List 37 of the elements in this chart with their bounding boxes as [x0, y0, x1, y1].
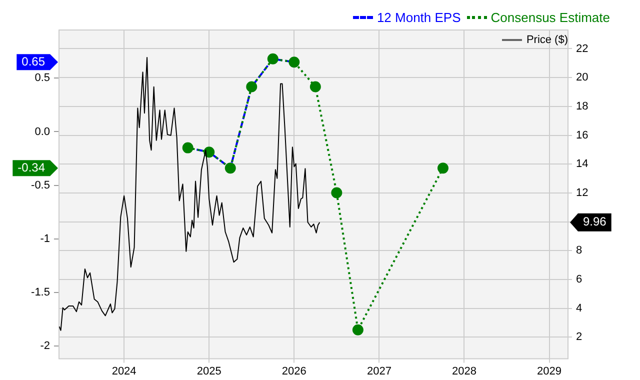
x-tick-label: 2024	[112, 365, 136, 378]
y2-tick-label: 4	[576, 302, 582, 314]
point	[267, 53, 278, 64]
legend-label: 12 Month EPS	[376, 10, 461, 25]
point	[246, 81, 258, 92]
y2-tick-label: 8	[576, 244, 582, 257]
point	[352, 324, 364, 336]
point	[182, 142, 194, 154]
y-tick-label: 0.0	[34, 126, 50, 138]
y2-tick-label: 18	[576, 100, 588, 112]
point	[331, 187, 342, 198]
point	[288, 56, 300, 68]
x-tick-label: 2026	[282, 365, 306, 378]
y2-tick-label: 16	[576, 129, 588, 142]
y2-tick-label: 12	[576, 186, 588, 199]
y2-tick-label: 6	[576, 274, 582, 286]
legend-label: Consensus Estimate	[490, 10, 610, 25]
y-tick-label: -0.5	[31, 179, 50, 192]
text: 0.65	[22, 54, 46, 68]
y-tick-label: -1.5	[31, 286, 50, 298]
text: 9.96	[583, 214, 607, 229]
y2-tick-label: 22	[576, 42, 588, 55]
x-tick-label: 2027	[366, 365, 392, 378]
y2-tick-label: 20	[576, 72, 588, 84]
x-tick-label: 2025	[196, 365, 222, 378]
y-tick-label: -2	[40, 340, 50, 352]
x-tick-label: 2029	[537, 365, 562, 378]
point	[310, 81, 321, 92]
y2-tick-label: 14	[576, 158, 588, 170]
y2-tick-label: 2	[576, 331, 582, 344]
point	[224, 162, 236, 174]
text: Price ($)	[526, 34, 568, 46]
y-tick-label: -1	[40, 232, 50, 245]
x-tick-label: 2028	[452, 365, 476, 378]
text: -0.34	[18, 160, 46, 174]
y-tick-label: 0.5	[34, 72, 50, 84]
point	[437, 162, 448, 174]
